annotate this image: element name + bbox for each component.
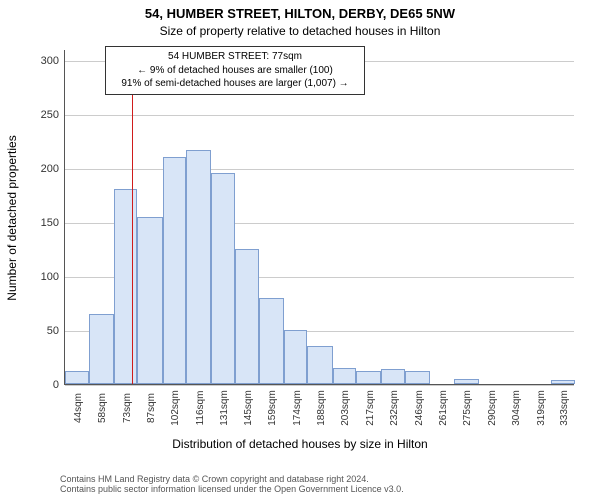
x-tick-label: 174sqm (292, 390, 303, 426)
marker-line (132, 50, 133, 384)
y-tick-label: 0 (53, 379, 59, 391)
x-tick-label: 44sqm (73, 393, 84, 423)
annotation-line: 54 HUMBER STREET: 77sqm (112, 50, 358, 64)
plot-area: 05010015020025030044sqm58sqm73sqm87sqm10… (64, 50, 574, 385)
annotation-box: 54 HUMBER STREET: 77sqm← 9% of detached … (105, 46, 365, 95)
x-tick-label: 87sqm (146, 393, 157, 423)
histogram-bar (551, 380, 575, 384)
x-tick-label: 246sqm (414, 390, 425, 426)
x-axis-label: Distribution of detached houses by size … (0, 437, 600, 451)
histogram-bar (284, 330, 308, 384)
histogram-bar (186, 150, 211, 385)
x-tick-label: 131sqm (219, 390, 230, 426)
x-tick-label: 145sqm (243, 390, 254, 426)
y-axis-label: Number of detached properties (5, 135, 19, 300)
histogram-bar (211, 173, 235, 384)
x-tick-label: 203sqm (340, 390, 351, 426)
histogram-bar (235, 249, 259, 384)
histogram-bar (405, 371, 430, 384)
grid-line (65, 169, 574, 170)
grid-line (65, 385, 574, 386)
histogram-bar (333, 368, 357, 384)
histogram-bar (137, 217, 162, 385)
x-tick-label: 188sqm (316, 390, 327, 426)
y-tick-label: 300 (41, 55, 59, 67)
y-tick-label: 200 (41, 163, 59, 175)
annotation-line: 91% of semi-detached houses are larger (… (112, 77, 358, 91)
y-tick-label: 250 (41, 109, 59, 121)
chart-subtitle: Size of property relative to detached ho… (0, 24, 600, 38)
x-tick-label: 232sqm (389, 390, 400, 426)
x-tick-label: 304sqm (511, 390, 522, 426)
histogram-bar (454, 379, 479, 384)
x-tick-label: 73sqm (122, 393, 133, 423)
histogram-bar (65, 371, 89, 384)
histogram-chart: 54, HUMBER STREET, HILTON, DERBY, DE65 5… (0, 0, 600, 500)
x-tick-label: 159sqm (267, 390, 278, 426)
x-tick-label: 217sqm (365, 390, 376, 426)
y-tick-label: 100 (41, 271, 59, 283)
x-tick-label: 319sqm (536, 390, 547, 426)
x-tick-label: 333sqm (559, 390, 570, 426)
histogram-bar (381, 369, 405, 384)
annotation-line: ← 9% of detached houses are smaller (100… (112, 64, 358, 78)
histogram-bar (307, 346, 332, 384)
x-tick-label: 116sqm (195, 391, 206, 426)
x-tick-label: 275sqm (462, 390, 473, 426)
chart-title: 54, HUMBER STREET, HILTON, DERBY, DE65 5… (0, 6, 600, 21)
histogram-bar (356, 371, 381, 384)
x-tick-label: 58sqm (97, 393, 108, 423)
attribution-line: Contains HM Land Registry data © Crown c… (60, 474, 600, 484)
x-tick-label: 290sqm (487, 390, 498, 426)
histogram-bar (89, 314, 114, 384)
histogram-bar (163, 157, 187, 384)
histogram-bar (114, 189, 138, 384)
attribution-text: Contains HM Land Registry data © Crown c… (0, 474, 600, 494)
y-tick-label: 50 (47, 325, 59, 337)
grid-line (65, 115, 574, 116)
histogram-bar (259, 298, 284, 384)
attribution-line: Contains public sector information licen… (60, 484, 600, 494)
y-tick-label: 150 (41, 217, 59, 229)
x-tick-label: 261sqm (438, 390, 449, 426)
x-tick-label: 102sqm (170, 390, 181, 426)
